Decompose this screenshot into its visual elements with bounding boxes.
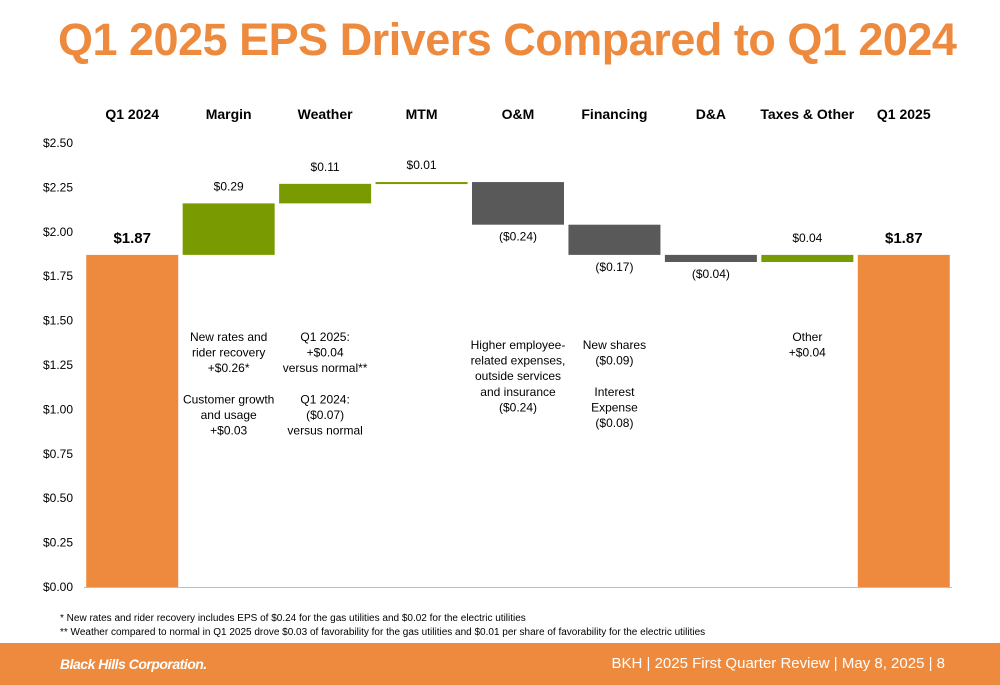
bar-decrease [472,182,564,225]
driver-note: Other [792,330,822,344]
category-header: Taxes & Other [760,106,854,122]
driver-note: Customer growth [183,392,274,406]
footer-bar: Black Hills Corporation. BKH | 2025 Firs… [0,643,1000,685]
category-header: MTM [406,106,438,122]
footnote-2: ** Weather compared to normal in Q1 2025… [60,627,705,638]
driver-note: and insurance [480,385,556,399]
y-tick-label: $1.00 [43,402,73,416]
total-value-label: $1.87 [885,230,923,247]
category-header: Margin [206,106,252,122]
driver-note: New shares [583,338,646,352]
footer-info: BKH | 2025 First Quarter Review | May 8,… [612,655,946,672]
increase-value-label: $0.01 [407,158,437,172]
company-logo: Black Hills Corporation. [60,656,207,672]
y-tick-label: $0.00 [43,580,73,594]
driver-note: related expenses, [471,354,566,368]
decrease-value-label: ($0.04) [692,267,730,281]
driver-note: +$0.04 [307,346,344,360]
driver-note: Q1 2025: [300,330,349,344]
total-value-label: $1.87 [113,230,151,247]
bar-total [858,255,950,587]
category-header: Financing [581,106,647,122]
decrease-value-label: ($0.17) [595,260,633,274]
decrease-value-label: ($0.24) [499,230,537,244]
driver-note: ($0.08) [595,416,633,430]
y-tick-label: $0.50 [43,491,73,505]
driver-note: Higher employee- [471,338,566,352]
driver-note: +$0.26* [208,361,250,375]
driver-note: New rates and [190,330,267,344]
driver-note: +$0.03 [210,424,247,438]
bar-increase [761,255,853,262]
driver-note: Expense [591,400,638,414]
driver-note: and usage [201,408,257,422]
category-header: O&M [502,106,535,122]
driver-note: ($0.24) [499,400,537,414]
driver-note: Q1 2024: [300,392,349,406]
y-tick-label: $2.50 [43,136,73,150]
y-tick-label: $0.75 [43,447,73,461]
driver-note: versus normal** [283,361,368,375]
driver-note: ($0.07) [306,408,344,422]
driver-note: versus normal [287,424,362,438]
category-header: D&A [696,106,726,122]
driver-note: outside services [475,369,561,383]
increase-value-label: $0.11 [311,160,340,174]
driver-note: +$0.04 [789,346,826,360]
category-header: Weather [298,106,354,122]
category-header: Q1 2025 [877,106,931,122]
bar-increase [279,184,371,204]
driver-note: Interest [594,385,635,399]
y-tick-label: $1.75 [43,269,73,283]
footnote-1: * New rates and rider recovery includes … [60,613,526,624]
y-tick-label: $1.50 [43,314,73,328]
bar-total [86,255,178,587]
y-tick-label: $0.25 [43,536,73,550]
bar-decrease [665,255,757,262]
y-tick-label: $2.25 [43,180,73,194]
bar-increase [183,203,275,255]
driver-note: rider recovery [192,346,265,360]
increase-value-label: $0.29 [214,179,244,193]
bar-decrease [568,225,660,255]
increase-value-label: $0.04 [792,231,822,245]
driver-note: ($0.09) [595,354,633,368]
y-tick-label: $2.00 [43,225,73,239]
y-tick-label: $1.25 [43,358,73,372]
bar-increase [376,182,468,184]
category-header: Q1 2024 [105,106,159,122]
eps-waterfall-chart: $0.00 $0.25 $0.50 $0.75 $1.00 $1.25 $1.50 $1.75… [0,0,1000,640]
